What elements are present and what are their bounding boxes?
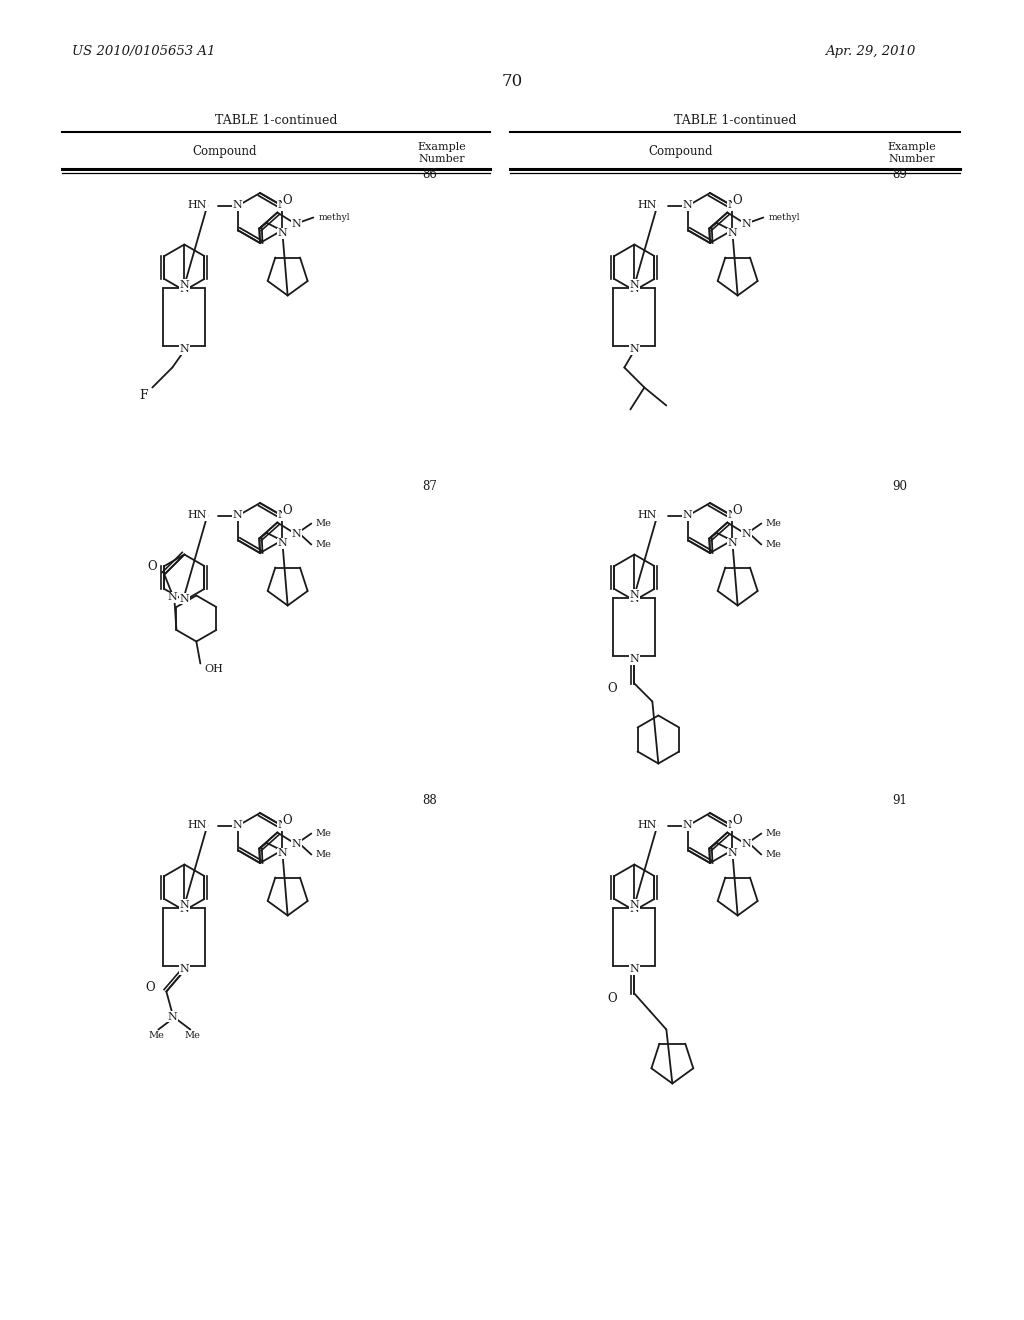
Text: 86: 86 (423, 169, 437, 181)
Text: N: N (630, 594, 639, 603)
Text: N: N (278, 821, 288, 830)
Text: Me: Me (765, 519, 781, 528)
Text: N: N (179, 345, 189, 355)
Text: Compound: Compound (649, 145, 714, 158)
Text: HN: HN (187, 201, 207, 210)
Text: O: O (732, 194, 742, 207)
Text: N: N (278, 849, 288, 858)
Text: HN: HN (187, 511, 207, 520)
Text: N: N (728, 511, 737, 520)
Text: methyl: methyl (318, 213, 350, 222)
Text: N: N (741, 528, 752, 539)
Text: Apr. 29, 2010: Apr. 29, 2010 (825, 45, 915, 58)
Text: N: N (630, 590, 639, 599)
Text: N: N (741, 838, 752, 849)
Text: O: O (607, 682, 617, 696)
Text: N: N (630, 655, 639, 664)
Text: N: N (728, 201, 737, 210)
Text: N: N (292, 838, 301, 849)
Text: N: N (179, 284, 189, 293)
Text: 87: 87 (423, 480, 437, 494)
Text: N: N (682, 821, 692, 830)
Text: O: O (145, 981, 156, 994)
Text: HN: HN (187, 821, 207, 830)
Text: N: N (630, 965, 639, 974)
Text: O: O (283, 814, 292, 828)
Text: Me: Me (315, 519, 331, 528)
Text: HN: HN (638, 201, 657, 210)
Text: N: N (728, 539, 737, 549)
Text: Me: Me (315, 540, 331, 549)
Text: 88: 88 (423, 793, 437, 807)
Text: N: N (728, 228, 737, 239)
Text: Me: Me (148, 1031, 164, 1040)
Text: N: N (179, 899, 189, 909)
Text: TABLE 1-continued: TABLE 1-continued (215, 114, 337, 127)
Text: Me: Me (315, 850, 331, 859)
Text: N: N (278, 228, 288, 239)
Text: O: O (732, 504, 742, 517)
Text: 90: 90 (893, 480, 907, 494)
Text: O: O (607, 993, 617, 1005)
Text: N: N (292, 219, 301, 228)
Text: TABLE 1-continued: TABLE 1-continued (674, 114, 797, 127)
Text: Me: Me (184, 1031, 201, 1040)
Text: Example: Example (418, 143, 466, 152)
Text: HN: HN (638, 821, 657, 830)
Text: N: N (630, 899, 639, 909)
Text: N: N (630, 345, 639, 355)
Text: N: N (682, 511, 692, 520)
Text: N: N (278, 539, 288, 549)
Text: N: N (630, 284, 639, 293)
Text: US 2010/0105653 A1: US 2010/0105653 A1 (72, 45, 215, 58)
Text: 89: 89 (893, 169, 907, 181)
Text: Number: Number (419, 154, 465, 164)
Text: O: O (283, 504, 292, 517)
Text: N: N (179, 965, 189, 974)
Text: N: N (278, 201, 288, 210)
Text: N: N (630, 903, 639, 913)
Text: O: O (147, 560, 157, 573)
Text: Me: Me (765, 540, 781, 549)
Text: Me: Me (765, 850, 781, 859)
Text: N: N (278, 511, 288, 520)
Text: N: N (728, 849, 737, 858)
Text: N: N (179, 280, 189, 289)
Text: Compound: Compound (193, 145, 257, 158)
Text: N: N (232, 821, 243, 830)
Text: OH: OH (205, 664, 223, 675)
Text: N: N (682, 201, 692, 210)
Text: N: N (630, 280, 639, 289)
Text: O: O (283, 194, 292, 207)
Text: N: N (232, 201, 243, 210)
Text: N: N (168, 593, 177, 602)
Text: methyl: methyl (768, 213, 800, 222)
Text: N: N (728, 821, 737, 830)
Text: N: N (232, 511, 243, 520)
Text: 91: 91 (893, 793, 907, 807)
Text: Example: Example (888, 143, 936, 152)
Text: N: N (168, 1011, 177, 1022)
Text: HN: HN (638, 511, 657, 520)
Text: N: N (179, 903, 189, 913)
Text: 70: 70 (502, 74, 522, 91)
Text: F: F (139, 389, 148, 403)
Text: Me: Me (765, 829, 781, 838)
Text: O: O (732, 814, 742, 828)
Text: N: N (741, 219, 752, 228)
Text: Number: Number (889, 154, 935, 164)
Text: N: N (292, 528, 301, 539)
Text: N: N (179, 594, 189, 603)
Text: Me: Me (315, 829, 331, 838)
